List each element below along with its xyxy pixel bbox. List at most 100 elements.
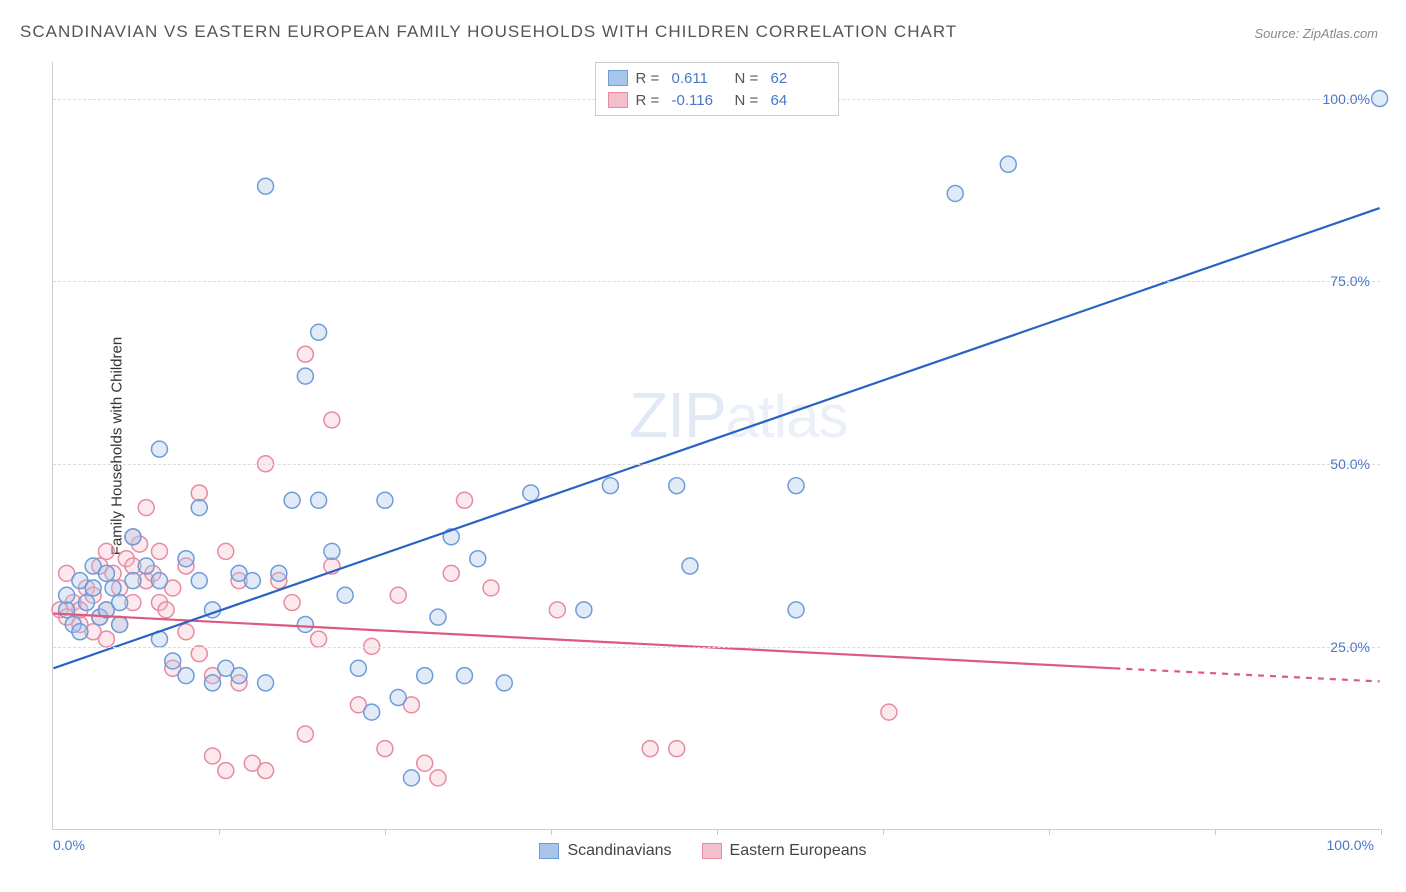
data-point bbox=[297, 616, 313, 632]
gridline-horizontal bbox=[53, 464, 1380, 465]
r-value-scandinavians: 0.611 bbox=[672, 70, 727, 87]
data-point bbox=[191, 485, 207, 501]
data-point bbox=[178, 551, 194, 567]
gridline-horizontal bbox=[53, 281, 1380, 282]
data-point bbox=[417, 755, 433, 771]
ytick-label: 75.0% bbox=[1330, 273, 1370, 289]
r-value-eastern: -0.116 bbox=[672, 92, 727, 109]
data-point bbox=[788, 602, 804, 618]
data-point bbox=[403, 770, 419, 786]
r-label: R = bbox=[636, 70, 664, 87]
ytick-label: 100.0% bbox=[1323, 91, 1370, 107]
data-point bbox=[457, 668, 473, 684]
xtick-mark bbox=[1049, 829, 1050, 835]
chart-title: SCANDINAVIAN VS EASTERN EUROPEAN FAMILY … bbox=[20, 22, 957, 42]
data-point bbox=[98, 631, 114, 647]
data-point bbox=[470, 551, 486, 567]
data-point bbox=[337, 587, 353, 603]
data-point bbox=[205, 675, 221, 691]
data-point bbox=[258, 763, 274, 779]
data-point bbox=[178, 668, 194, 684]
data-point bbox=[430, 609, 446, 625]
data-point bbox=[881, 704, 897, 720]
data-point bbox=[682, 558, 698, 574]
data-point bbox=[244, 573, 260, 589]
legend-item-eastern: Eastern Europeans bbox=[702, 842, 867, 860]
data-point bbox=[311, 631, 327, 647]
data-point bbox=[311, 324, 327, 340]
data-point bbox=[297, 346, 313, 362]
xtick-mark bbox=[385, 829, 386, 835]
data-point bbox=[258, 178, 274, 194]
legend-label-eastern: Eastern Europeans bbox=[730, 842, 867, 860]
legend-row-eastern: R = -0.116 N = 64 bbox=[608, 89, 826, 111]
swatch-eastern-icon bbox=[702, 843, 722, 859]
data-point bbox=[79, 595, 95, 611]
data-point bbox=[1000, 156, 1016, 172]
legend-label-scandinavians: Scandinavians bbox=[567, 842, 671, 860]
data-point bbox=[218, 543, 234, 559]
data-point bbox=[947, 185, 963, 201]
data-point bbox=[85, 580, 101, 596]
n-value-eastern: 64 bbox=[771, 92, 826, 109]
data-point bbox=[112, 595, 128, 611]
data-point bbox=[549, 602, 565, 618]
legend-item-scandinavians: Scandinavians bbox=[539, 842, 671, 860]
data-point bbox=[59, 587, 75, 603]
trend-line bbox=[53, 614, 1114, 669]
data-point bbox=[218, 763, 234, 779]
data-point bbox=[105, 580, 121, 596]
source-attribution: Source: ZipAtlas.com bbox=[1254, 26, 1378, 41]
swatch-scandinavians-icon bbox=[608, 70, 628, 86]
data-point bbox=[98, 543, 114, 559]
plot-area: R = 0.611 N = 62 R = -0.116 N = 64 ZIPat… bbox=[52, 62, 1380, 830]
data-point bbox=[284, 492, 300, 508]
data-point bbox=[258, 675, 274, 691]
scatter-svg bbox=[53, 62, 1380, 829]
trend-line bbox=[1114, 668, 1379, 681]
data-point bbox=[151, 441, 167, 457]
r-label: R = bbox=[636, 92, 664, 109]
data-point bbox=[324, 412, 340, 428]
data-point bbox=[576, 602, 592, 618]
data-point bbox=[98, 565, 114, 581]
data-point bbox=[669, 741, 685, 757]
data-point bbox=[138, 500, 154, 516]
data-point bbox=[271, 565, 287, 581]
xtick-mark bbox=[1381, 829, 1382, 835]
data-point bbox=[390, 690, 406, 706]
data-point bbox=[191, 573, 207, 589]
data-point bbox=[231, 668, 247, 684]
xtick-mark bbox=[1215, 829, 1216, 835]
data-point bbox=[324, 543, 340, 559]
data-point bbox=[205, 748, 221, 764]
data-point bbox=[364, 704, 380, 720]
data-point bbox=[125, 573, 141, 589]
xtick-mark bbox=[551, 829, 552, 835]
data-point bbox=[284, 595, 300, 611]
data-point bbox=[602, 478, 618, 494]
data-point bbox=[483, 580, 499, 596]
trend-line bbox=[53, 208, 1379, 668]
n-value-scandinavians: 62 bbox=[771, 70, 826, 87]
data-point bbox=[297, 726, 313, 742]
n-label: N = bbox=[735, 70, 763, 87]
data-point bbox=[496, 675, 512, 691]
data-point bbox=[377, 741, 393, 757]
data-point bbox=[443, 565, 459, 581]
data-point bbox=[669, 478, 685, 494]
data-point bbox=[191, 500, 207, 516]
data-point bbox=[158, 602, 174, 618]
data-point bbox=[297, 368, 313, 384]
data-point bbox=[417, 668, 433, 684]
data-point bbox=[112, 616, 128, 632]
series-legend: Scandinavians Eastern Europeans bbox=[0, 842, 1406, 860]
data-point bbox=[178, 624, 194, 640]
gridline-horizontal bbox=[53, 647, 1380, 648]
data-point bbox=[151, 543, 167, 559]
ytick-label: 50.0% bbox=[1330, 456, 1370, 472]
data-point bbox=[523, 485, 539, 501]
xtick-mark bbox=[219, 829, 220, 835]
data-point bbox=[377, 492, 393, 508]
data-point bbox=[457, 492, 473, 508]
